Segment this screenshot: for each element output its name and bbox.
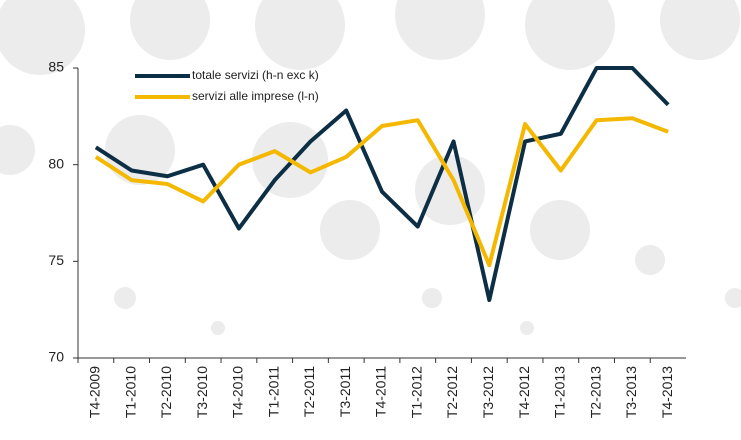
y-tick-label: 70 — [48, 349, 64, 365]
x-tick-label: T4-2011 — [373, 366, 389, 417]
y-tick-label: 80 — [48, 155, 64, 171]
legend-label: servizi alle imprese (l-n) — [192, 89, 319, 103]
x-tick-label: T3-2010 — [194, 366, 210, 418]
x-tick-label: T1-2013 — [552, 366, 568, 418]
x-tick-label: T4-2013 — [659, 366, 675, 418]
x-tick-label: T1-2011 — [265, 366, 281, 417]
x-tick-label: T4-2010 — [230, 366, 246, 418]
x-tick-label: T3-2011 — [337, 366, 353, 417]
x-tick-label: T2-2012 — [444, 366, 460, 418]
y-tick-label: 75 — [48, 252, 64, 268]
x-tick-label: T2-2010 — [158, 366, 174, 418]
x-tick-label: T2-2011 — [301, 366, 317, 417]
legend-label: totale servizi (h-n exc k) — [192, 68, 319, 82]
series-line — [96, 68, 668, 300]
x-tick-label: T1-2010 — [122, 366, 138, 418]
x-tick-label: T3-2012 — [480, 366, 496, 418]
x-tick-label: T2-2013 — [587, 366, 603, 418]
y-tick-label: 85 — [48, 59, 64, 75]
x-tick-label: T1-2012 — [408, 366, 424, 418]
x-tick-label: T3-2013 — [623, 366, 639, 418]
x-tick-label: T4-2009 — [87, 366, 103, 418]
chart: 70 75 80 85 T4-2009 T1-2010 T2-2010 T3-2010 T4-2… — [0, 0, 741, 440]
x-tick-label: T4-2012 — [516, 366, 532, 418]
